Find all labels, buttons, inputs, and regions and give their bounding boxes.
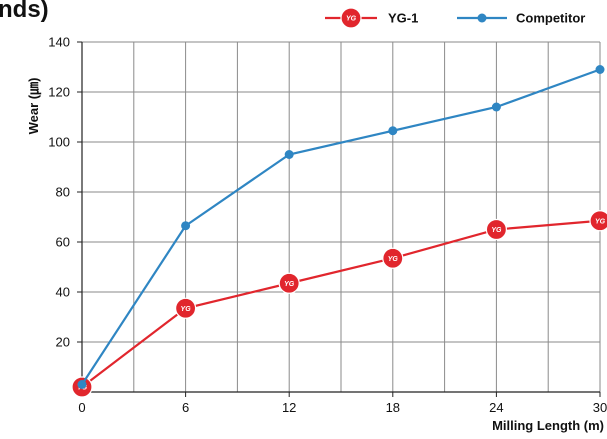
data-point-marker: YG [485, 218, 507, 241]
x-tick-label: 30 [593, 400, 607, 415]
y-tick-label: 80 [56, 185, 70, 200]
x-tick-label: 18 [386, 400, 400, 415]
svg-text:YG: YG [346, 16, 357, 23]
x-tick-label: 6 [182, 400, 189, 415]
x-axis-ticks: 0 6 12 18 24 30 [78, 392, 607, 415]
data-point-marker [491, 102, 501, 112]
data-point-marker [181, 221, 191, 231]
axes [81, 42, 600, 393]
y-tick-label: 20 [56, 335, 70, 350]
x-tick-label: 24 [489, 400, 503, 415]
x-tick-label: 0 [78, 400, 85, 415]
y-tick-label: 100 [48, 135, 70, 150]
x-axis-label: Milling Length (m) [492, 418, 604, 433]
series-line [81, 68, 601, 386]
data-point-marker: YG [175, 297, 197, 319]
data-point-marker: YG [278, 272, 300, 294]
data-point-marker: YG [382, 247, 404, 269]
legend: YG YG-1 Competitor [325, 7, 585, 29]
y-tick-label: 140 [48, 35, 70, 50]
legend-marker: YG [340, 7, 362, 29]
svg-text:YG: YG [181, 306, 192, 313]
svg-text:YG: YG [491, 227, 502, 234]
x-tick-label: 12 [282, 400, 296, 415]
y-tick-label: 40 [56, 285, 70, 300]
legend-item-yg-1: YG YG-1 [325, 7, 418, 29]
svg-text:YG: YG [595, 218, 606, 225]
svg-text:YG: YG [388, 256, 399, 263]
grid-lines [82, 41, 601, 392]
y-axis-label: Wear (㎛) [26, 78, 42, 135]
data-point-marker [77, 380, 87, 389]
legend-item-competitor: Competitor [457, 11, 585, 26]
legend-marker [477, 13, 487, 23]
data-point-marker [595, 65, 605, 74]
data-point-marker [388, 126, 398, 136]
y-axis-ticks: 20 40 60 80 100 120 140 [48, 35, 82, 350]
series-competitor [77, 65, 605, 389]
svg-text:YG: YG [284, 281, 295, 288]
data-point-marker: YG [589, 210, 607, 232]
chart-title: nds) [0, 0, 49, 23]
y-tick-label: 120 [48, 85, 70, 100]
legend-label: YG-1 [388, 11, 418, 26]
data-point-marker [284, 150, 294, 159]
series-line [81, 219, 601, 388]
legend-label: Competitor [516, 11, 585, 26]
y-tick-label: 60 [56, 235, 70, 250]
